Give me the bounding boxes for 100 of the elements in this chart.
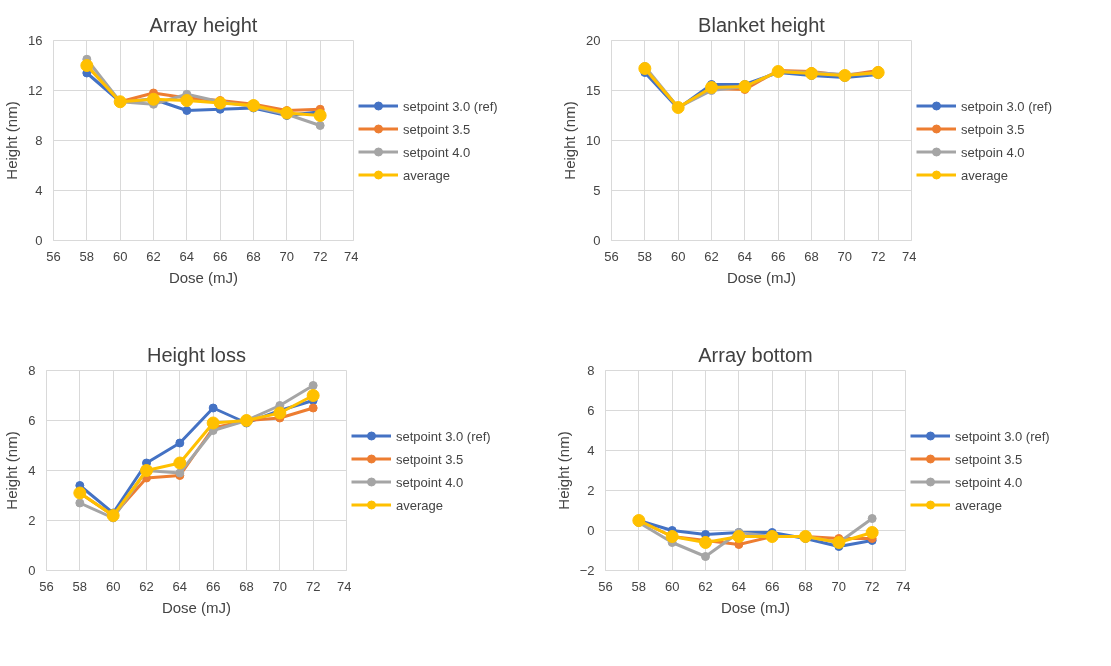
point (206, 416, 220, 430)
point (306, 389, 320, 402)
legend-label: setpoint 4.0 (955, 474, 1023, 489)
y-tick-label: 0 (28, 563, 36, 578)
x-tick-label: 64 (737, 248, 753, 264)
x-tick-label: 74 (896, 578, 911, 594)
y-tick-label: 0 (593, 233, 601, 248)
chart-title: Blanket height (698, 13, 826, 36)
y-axis-title: Height (nm) (3, 101, 21, 180)
y-tick-label: −2 (579, 563, 595, 578)
legend-label: average (961, 167, 1008, 182)
y-axis-title: Height (nm) (554, 431, 572, 510)
x-tick-label: 70 (279, 248, 295, 264)
x-tick-label: 60 (112, 248, 128, 264)
chart-title: Height loss (147, 343, 246, 366)
y-tick-label: 15 (586, 83, 601, 98)
y-tick-label: 20 (586, 33, 601, 48)
y-axis-title: Height (nm) (561, 101, 579, 180)
point (865, 526, 879, 539)
point (173, 456, 187, 470)
legend-label: average (955, 497, 1002, 512)
point (701, 552, 710, 561)
point (308, 381, 318, 390)
x-axis-title: Dose (mJ) (161, 598, 232, 616)
x-tick-label: 74 (344, 248, 359, 264)
legend-label: average (396, 497, 443, 512)
x-tick-label: 74 (337, 578, 352, 594)
point (273, 406, 287, 420)
legend-label: setpoint 4.0 (403, 144, 471, 159)
legend-label: setpoin 3.0 (ref) (961, 98, 1053, 113)
point (175, 438, 185, 448)
x-tick-label: 60 (670, 248, 686, 264)
point (732, 530, 746, 543)
point (308, 403, 318, 413)
y-tick-label: 5 (593, 183, 601, 198)
point (315, 121, 325, 130)
x-axis-title: Dose (mJ) (720, 598, 791, 616)
y-tick-label: 0 (35, 233, 43, 248)
legend-label: setpoint 4.0 (396, 474, 464, 489)
y-tick-label: 8 (28, 363, 36, 378)
x-tick-label: 66 (764, 578, 780, 594)
x-tick-label: 58 (72, 578, 88, 594)
x-tick-label: 56 (46, 248, 61, 264)
x-tick-label: 70 (837, 248, 853, 264)
y-tick-label: 6 (587, 403, 595, 418)
x-axis-title: Dose (mJ) (168, 268, 239, 286)
point (180, 94, 194, 107)
point (208, 403, 218, 413)
y-tick-label: 2 (587, 483, 595, 498)
x-tick-label: 74 (902, 248, 917, 264)
x-tick-label: 60 (105, 578, 121, 594)
x-tick-label: 70 (272, 578, 288, 594)
legend-label: setpoint 3.5 (396, 451, 464, 466)
x-tick-label: 56 (604, 248, 619, 264)
x-axis-title: Dose (mJ) (726, 268, 797, 286)
y-axis-title: Height (nm) (3, 431, 21, 510)
legend-label: setpoint 3.5 (403, 121, 471, 136)
point (182, 106, 192, 115)
x-tick-label: 68 (804, 248, 819, 264)
y-tick-label: 10 (586, 133, 601, 148)
x-tick-label: 64 (179, 248, 195, 264)
x-tick-label: 58 (637, 248, 653, 264)
x-tick-label: 60 (664, 578, 680, 594)
x-tick-label: 68 (239, 578, 254, 594)
y-tick-label: 4 (587, 443, 595, 458)
legend-label: setpoin 3.5 (961, 121, 1025, 136)
point (75, 498, 85, 508)
legend-label: setpoint 3.0 (ref) (955, 428, 1050, 443)
x-tick-label: 56 (598, 578, 613, 594)
x-tick-label: 66 (212, 248, 228, 264)
x-tick-label: 70 (831, 578, 847, 594)
legend-label: average (403, 167, 450, 182)
x-tick-label: 72 (870, 248, 886, 264)
x-tick-label: 72 (864, 578, 880, 594)
y-tick-label: 16 (28, 33, 43, 48)
y-tick-label: 8 (587, 363, 595, 378)
x-tick-label: 64 (172, 578, 188, 594)
x-tick-label: 56 (39, 578, 54, 594)
legend-label: setpoint 3.0 (ref) (396, 428, 491, 443)
y-tick-label: 12 (28, 83, 43, 98)
x-tick-label: 68 (798, 578, 813, 594)
legend-label: setpoin 4.0 (961, 144, 1025, 159)
x-tick-label: 62 (139, 578, 154, 594)
chart-title: Array bottom (698, 343, 813, 366)
y-tick-label: 6 (28, 413, 36, 428)
x-tick-label: 72 (305, 578, 321, 594)
x-tick-label: 66 (770, 248, 786, 264)
x-tick-label: 64 (731, 578, 747, 594)
legend-label: setpoint 3.0 (ref) (403, 98, 498, 113)
x-tick-label: 62 (704, 248, 719, 264)
y-tick-label: 4 (28, 463, 36, 478)
x-tick-label: 58 (631, 578, 647, 594)
y-tick-label: 8 (35, 133, 43, 148)
chart-title: Array height (149, 13, 258, 36)
y-tick-label: 0 (587, 523, 595, 538)
legend-label: setpoint 3.5 (955, 451, 1023, 466)
point (699, 536, 712, 549)
y-tick-label: 4 (35, 183, 43, 198)
x-tick-label: 72 (312, 248, 328, 264)
point (313, 109, 327, 122)
